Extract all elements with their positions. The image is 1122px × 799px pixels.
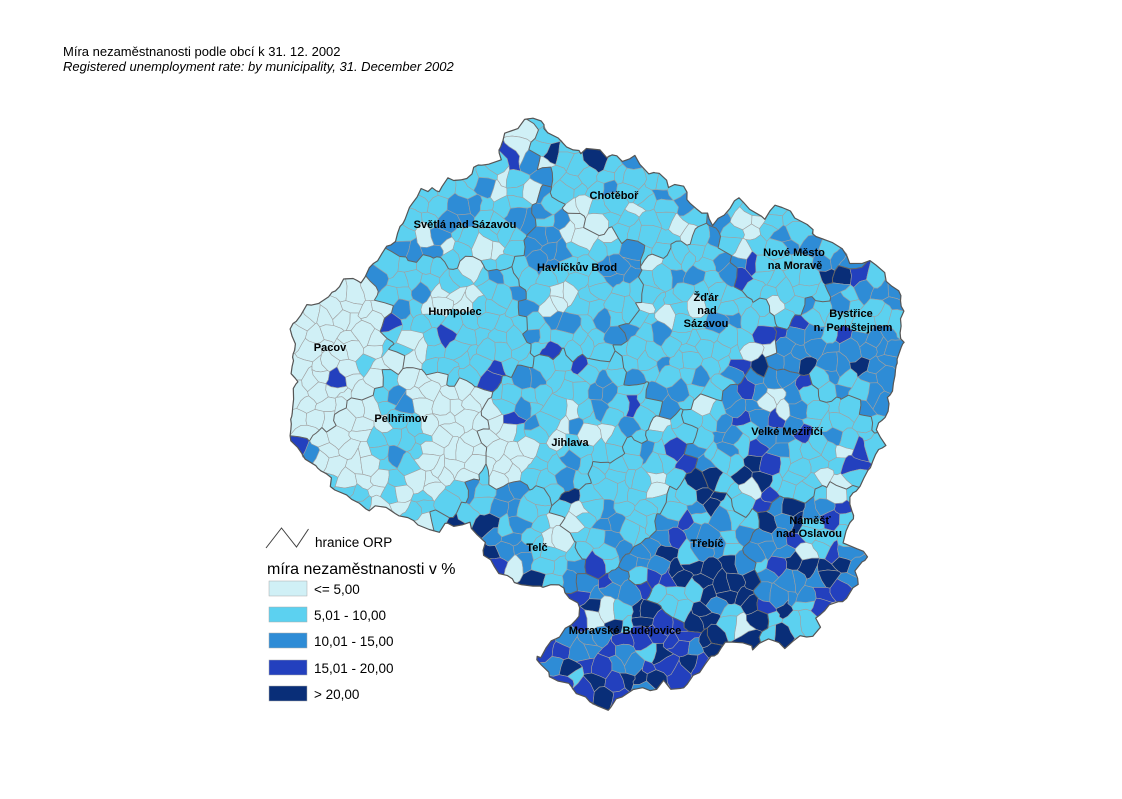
svg-text:Chotěboř: Chotěboř bbox=[590, 190, 640, 202]
svg-text:Registered unemployment rate:: Registered unemployment rate: by municip… bbox=[63, 59, 454, 74]
svg-text:Světlá nad Sázavou: Světlá nad Sázavou bbox=[414, 219, 517, 231]
svg-text:Humpolec: Humpolec bbox=[428, 306, 481, 318]
svg-text:nad: nad bbox=[697, 305, 717, 317]
svg-text:Míra nezaměstnanosti podle obc: Míra nezaměstnanosti podle obcí k 31. 12… bbox=[63, 44, 341, 59]
svg-text:Pacov: Pacov bbox=[314, 342, 347, 354]
svg-text:nad Oslavou: nad Oslavou bbox=[776, 528, 842, 540]
svg-text:na Moravě: na Moravě bbox=[768, 260, 822, 272]
svg-text:Moravské Budějovice: Moravské Budějovice bbox=[569, 625, 682, 637]
svg-text:Jihlava: Jihlava bbox=[551, 437, 589, 449]
svg-text:n. Pernštejnem: n. Pernštejnem bbox=[814, 322, 893, 334]
svg-text:Havlíčkův Brod: Havlíčkův Brod bbox=[537, 262, 617, 274]
svg-text:> 20,00: > 20,00 bbox=[314, 687, 359, 702]
svg-text:Velké Meziříčí: Velké Meziříčí bbox=[751, 426, 823, 438]
svg-text:5,01 - 10,00: 5,01 - 10,00 bbox=[314, 608, 386, 623]
svg-text:Pelhřimov: Pelhřimov bbox=[374, 413, 428, 425]
svg-text:Žďár: Žďár bbox=[693, 291, 719, 304]
svg-text:Bystřice: Bystřice bbox=[829, 308, 872, 320]
svg-text:10,01 - 15,00: 10,01 - 15,00 bbox=[314, 634, 394, 649]
svg-text:Telč: Telč bbox=[526, 542, 547, 554]
svg-text:Třebíč: Třebíč bbox=[690, 538, 723, 550]
svg-text:hranice ORP: hranice ORP bbox=[315, 535, 392, 550]
svg-text:Nové Město: Nové Město bbox=[763, 247, 825, 259]
svg-text:míra nezaměstnanosti v %: míra nezaměstnanosti v % bbox=[267, 561, 456, 578]
svg-text:Náměšť: Náměšť bbox=[789, 515, 831, 527]
svg-text:Sázavou: Sázavou bbox=[684, 318, 729, 330]
svg-text:<= 5,00: <= 5,00 bbox=[314, 582, 360, 597]
svg-text:15,01 - 20,00: 15,01 - 20,00 bbox=[314, 661, 394, 676]
